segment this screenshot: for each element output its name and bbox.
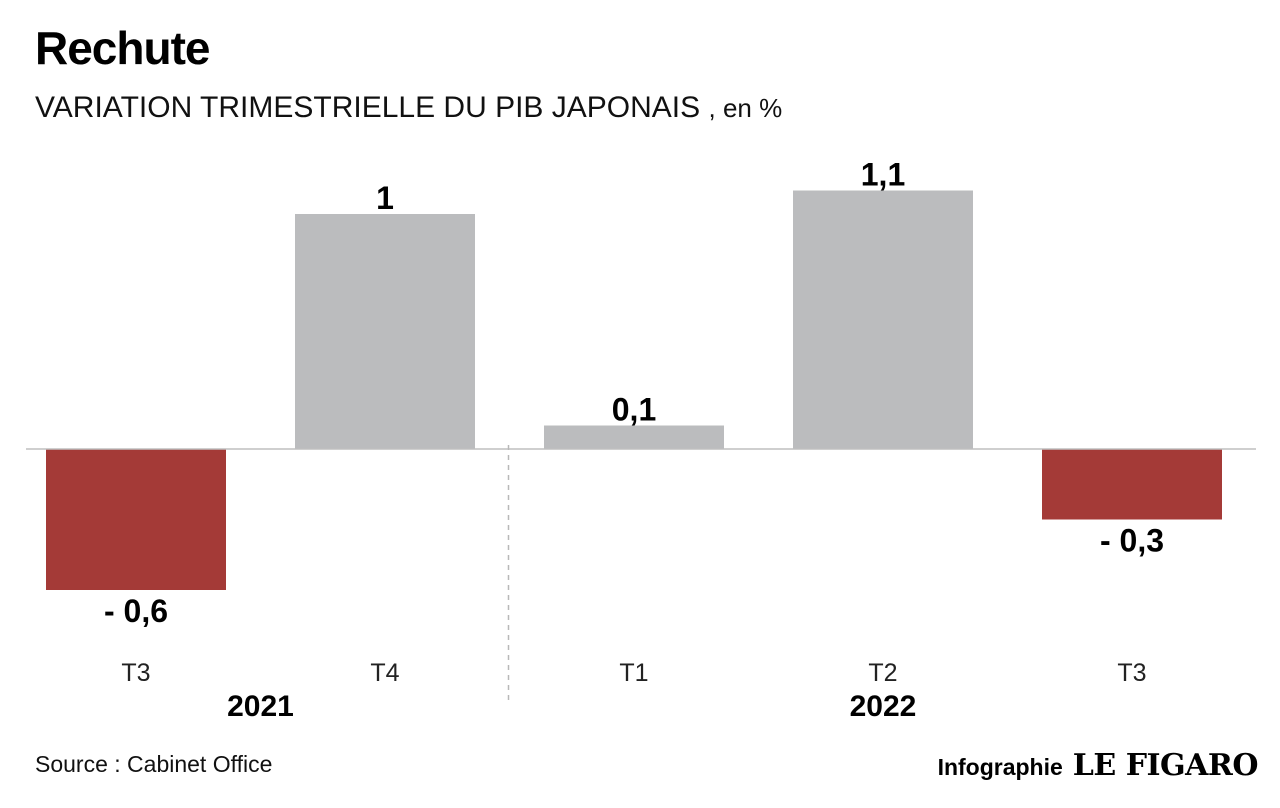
data-label: 1,1	[861, 157, 905, 193]
subtitle-unit: , en %	[708, 93, 783, 123]
x-tick-label: T3	[1117, 659, 1146, 687]
data-label: - 0,6	[104, 593, 168, 629]
bar	[295, 214, 475, 449]
credit: Infographie LE FIGARO	[937, 748, 1259, 783]
bar	[1042, 449, 1222, 520]
year-label: 2022	[850, 690, 917, 723]
x-tick-label: T2	[868, 659, 897, 687]
x-tick-label: T3	[121, 659, 150, 687]
credit-label: Infographie	[937, 754, 1063, 780]
x-tick-label: T4	[370, 659, 399, 687]
chart-subtitle: VARIATION TRIMESTRIELLE DU PIB JAPONAIS …	[35, 88, 782, 128]
subtitle-text: VARIATION TRIMESTRIELLE DU PIB JAPONAIS	[35, 91, 701, 124]
publisher-logo: LE FIGARO	[1072, 748, 1259, 783]
bar-chart: - 0,6 T3 1 T4 0,1 T1 1,1 T2 - 0,3 T3 2021 2022	[26, 157, 1256, 723]
bar	[46, 449, 226, 590]
chart-title: Rechute	[35, 22, 210, 74]
bar	[544, 425, 724, 449]
bar	[793, 190, 973, 449]
year-label: 2021	[227, 690, 294, 723]
data-label: 0,1	[612, 392, 656, 428]
data-label: - 0,3	[1100, 523, 1164, 559]
data-label: 1	[376, 180, 394, 216]
source-note: Source : Cabinet Office	[35, 751, 273, 777]
x-tick-label: T1	[619, 659, 648, 687]
